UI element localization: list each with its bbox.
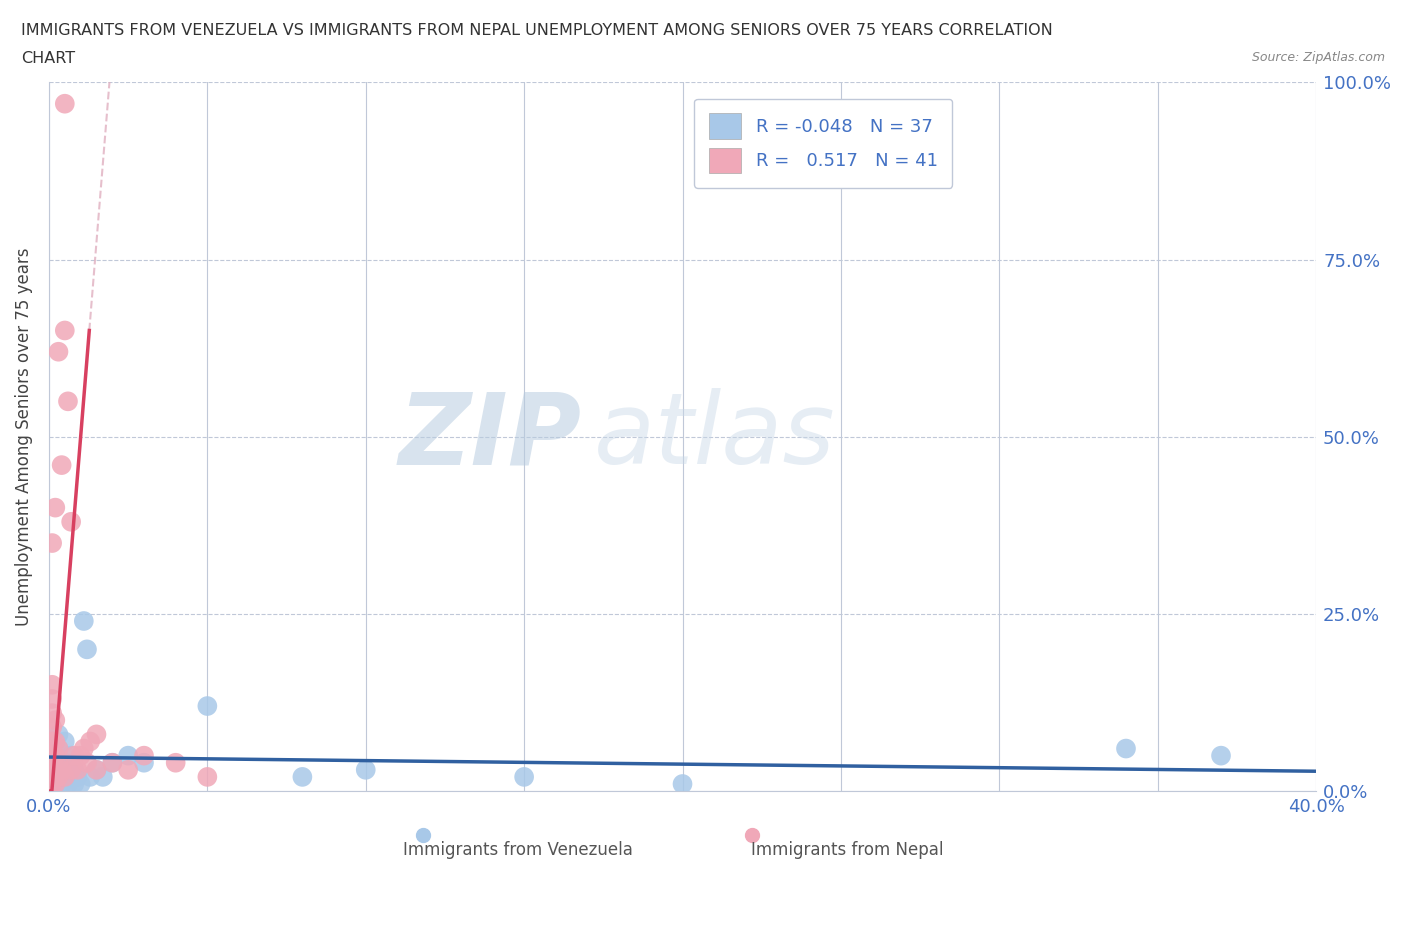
Point	[671, 777, 693, 791]
Point	[291, 769, 314, 784]
Point	[63, 777, 86, 791]
Point	[60, 763, 83, 777]
Point	[66, 763, 89, 777]
Point	[132, 749, 155, 764]
Point	[56, 394, 79, 409]
Text: ZIP: ZIP	[398, 388, 581, 485]
Point	[51, 763, 73, 777]
Point	[41, 777, 63, 791]
Point	[48, 755, 70, 770]
Point	[63, 763, 86, 777]
Point	[41, 755, 63, 770]
Point	[48, 769, 70, 784]
Point	[86, 727, 108, 742]
Point	[165, 755, 187, 770]
Point	[51, 777, 73, 791]
Point	[48, 741, 70, 756]
Point	[69, 749, 91, 764]
Point	[41, 769, 63, 784]
Point	[41, 720, 63, 735]
Point	[44, 500, 66, 515]
Point	[41, 734, 63, 749]
Point	[66, 769, 89, 784]
Point	[73, 614, 96, 629]
Point	[1115, 741, 1137, 756]
Text: CHART: CHART	[21, 51, 75, 66]
Point	[44, 777, 66, 791]
Point	[76, 642, 98, 657]
Y-axis label: Unemployment Among Seniors over 75 years: Unemployment Among Seniors over 75 years	[15, 247, 32, 626]
Point	[53, 769, 76, 784]
Point	[44, 777, 66, 791]
Point	[101, 755, 124, 770]
Point	[41, 536, 63, 551]
Point	[44, 749, 66, 764]
Point	[101, 755, 124, 770]
Point	[48, 344, 70, 359]
Point	[44, 734, 66, 749]
Text: atlas: atlas	[593, 388, 835, 485]
Point	[44, 763, 66, 777]
Point	[48, 769, 70, 784]
Point	[60, 769, 83, 784]
Point	[76, 755, 98, 770]
Point	[60, 749, 83, 764]
Point	[56, 763, 79, 777]
Point	[51, 458, 73, 472]
Point	[73, 741, 96, 756]
Point	[41, 677, 63, 692]
Point	[41, 769, 63, 784]
Point	[53, 755, 76, 770]
Point	[1209, 749, 1232, 764]
Point	[51, 763, 73, 777]
Point	[48, 755, 70, 770]
Point	[44, 712, 66, 727]
Point	[195, 769, 218, 784]
Point	[513, 769, 536, 784]
Point	[41, 763, 63, 777]
Point	[60, 514, 83, 529]
Point	[41, 755, 63, 770]
Text: Source: ZipAtlas.com: Source: ZipAtlas.com	[1251, 51, 1385, 64]
Point	[53, 769, 76, 784]
Point	[86, 763, 108, 777]
Point	[41, 749, 63, 764]
Point	[56, 777, 79, 791]
Point	[48, 741, 70, 756]
Point	[53, 323, 76, 338]
Point	[117, 749, 139, 764]
Point	[44, 763, 66, 777]
Text: Immigrants from Nepal: Immigrants from Nepal	[751, 841, 943, 858]
Point	[69, 777, 91, 791]
Point	[41, 706, 63, 721]
Point	[41, 692, 63, 707]
Point	[132, 755, 155, 770]
Point	[79, 769, 101, 784]
Point	[63, 749, 86, 764]
Text: Immigrants from Venezuela: Immigrants from Venezuela	[404, 841, 633, 858]
Text: IMMIGRANTS FROM VENEZUELA VS IMMIGRANTS FROM NEPAL UNEMPLOYMENT AMONG SENIORS OV: IMMIGRANTS FROM VENEZUELA VS IMMIGRANTS …	[21, 23, 1053, 38]
Point	[53, 734, 76, 749]
Point	[354, 763, 377, 777]
Point	[86, 763, 108, 777]
Point	[79, 734, 101, 749]
Point	[195, 698, 218, 713]
Point	[53, 97, 76, 112]
Point	[91, 769, 114, 784]
Point	[44, 749, 66, 764]
Point	[48, 727, 70, 742]
Point	[117, 763, 139, 777]
Legend: R = -0.048   N = 37, R =   0.517   N = 41: R = -0.048 N = 37, R = 0.517 N = 41	[695, 99, 952, 188]
